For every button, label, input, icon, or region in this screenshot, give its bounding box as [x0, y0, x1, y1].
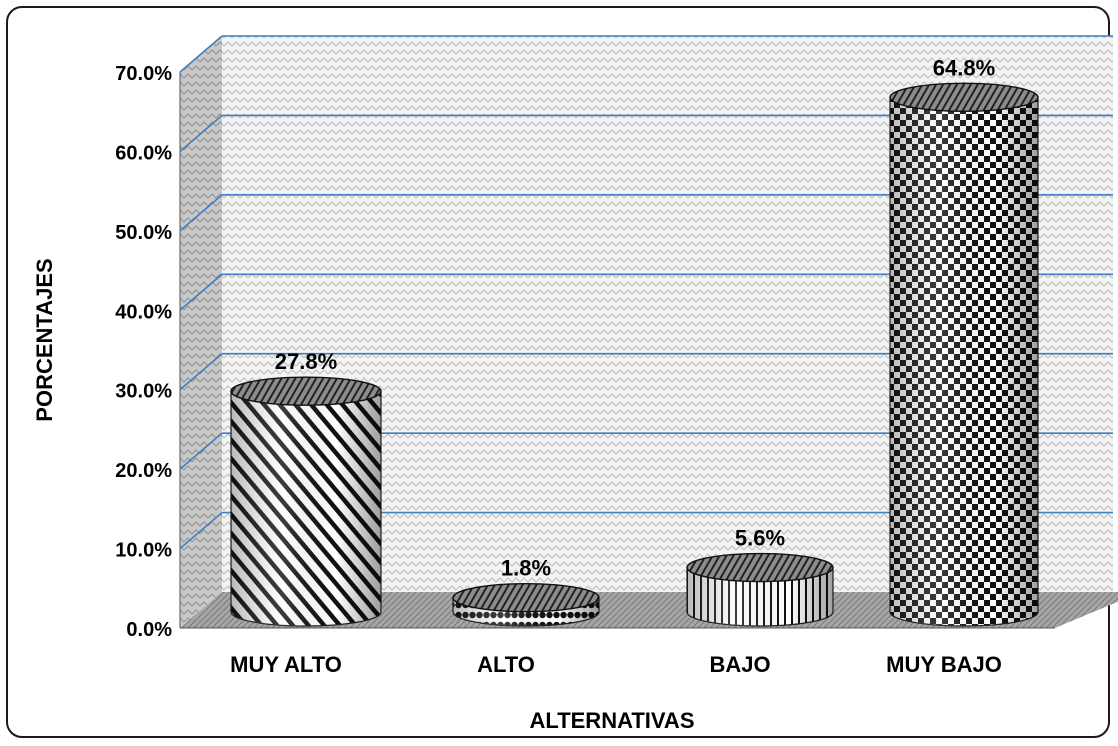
y-tick-label: 50.0% — [115, 222, 172, 244]
bar-muy-bajo — [889, 82, 1039, 627]
y-axis-tick-labels: 0.0% 10.0% 20.0% 30.0% 40.0% 50.0% 60.0% 70.0% — [115, 63, 172, 641]
gridline-side — [179, 511, 223, 550]
data-label: 1.8% — [501, 556, 551, 581]
data-label: 64.8% — [933, 55, 995, 80]
y-tick-label: 70.0% — [115, 63, 172, 85]
bar-shading — [687, 567, 833, 626]
y-tick-label: 10.0% — [115, 540, 172, 562]
bar-shading — [890, 97, 1038, 626]
x-tick-label: MUY BAJO — [886, 652, 1002, 677]
bar-top — [889, 82, 1039, 113]
floor — [180, 592, 1118, 628]
gridline-side — [179, 35, 223, 73]
y-axis-title: PORCENTAJES — [32, 258, 57, 421]
x-tick-label: BAJO — [709, 652, 770, 677]
bar-top — [230, 376, 382, 406]
bar-top — [452, 583, 600, 613]
y-tick-label: 30.0% — [115, 381, 172, 403]
x-tick-label: MUY ALTO — [230, 652, 342, 677]
y-tick-label: 60.0% — [115, 142, 172, 164]
data-label: 27.8% — [275, 349, 337, 374]
side-wall — [180, 36, 222, 628]
bar-alto — [452, 583, 600, 627]
data-labels: 27.8% 1.8% 5.6% 64.8% — [275, 55, 995, 580]
y-tick-label: 0.0% — [126, 619, 172, 641]
x-tick-label: ALTO — [477, 652, 535, 677]
bars — [230, 82, 1039, 627]
x-axis-title: ALTERNATIVAS — [530, 708, 695, 733]
gridline-side — [179, 353, 223, 391]
y-tick-label: 20.0% — [115, 460, 172, 482]
gridline-side — [179, 194, 223, 232]
gridline-side — [179, 114, 223, 153]
gridline-side — [179, 432, 223, 470]
bar-top — [686, 552, 834, 583]
data-label: 5.6% — [735, 526, 785, 551]
gridline-side — [179, 273, 223, 311]
y-tick-label: 40.0% — [115, 301, 172, 323]
bar-shading — [231, 391, 381, 626]
bar-muy-alto — [230, 376, 382, 627]
bar-bajo — [686, 552, 834, 627]
x-axis-tick-labels: MUY ALTO ALTO BAJO MUY BAJO — [230, 652, 1002, 677]
